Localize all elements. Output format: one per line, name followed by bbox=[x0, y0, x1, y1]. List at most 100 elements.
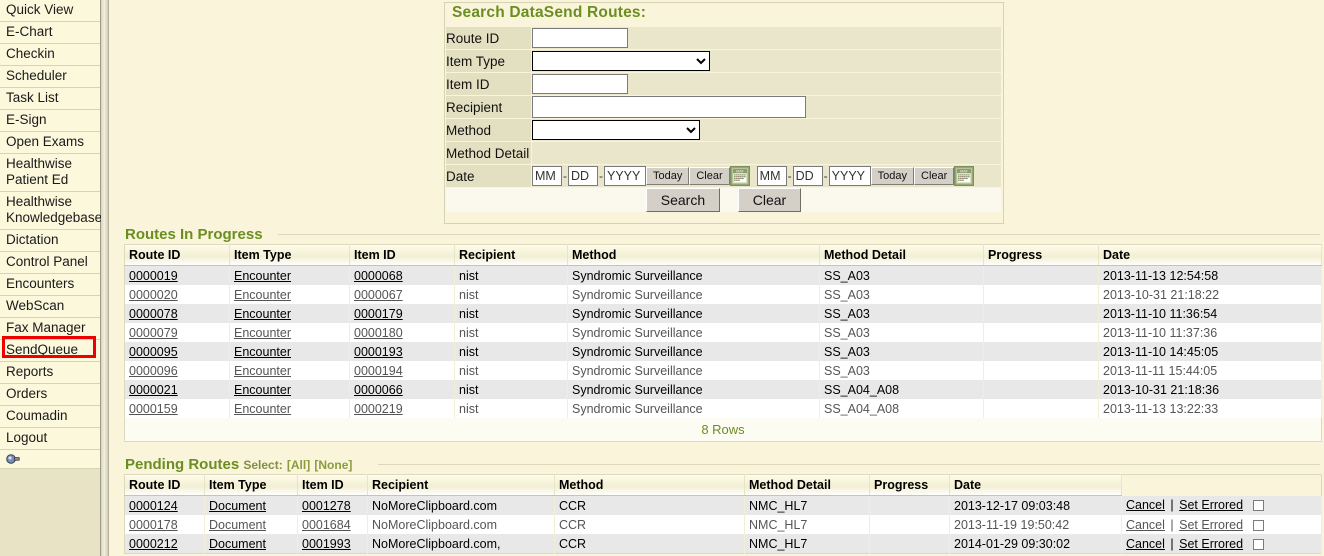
cell-route-id[interactable]: 0000159 bbox=[124, 399, 230, 418]
cell-item-id[interactable]: 0000193 bbox=[349, 342, 455, 361]
sidebar-item-checkin[interactable]: Checkin bbox=[0, 44, 100, 66]
date-to-today-button[interactable]: Today bbox=[870, 167, 915, 185]
cell-route-id[interactable]: 0000178 bbox=[124, 515, 205, 534]
select-none-link[interactable]: [None] bbox=[314, 458, 353, 472]
link-item-id[interactable]: 0001993 bbox=[302, 536, 351, 551]
link-item-type[interactable]: Encounter bbox=[234, 306, 291, 321]
cell-item-type[interactable]: Encounter bbox=[229, 265, 350, 285]
cell-item-id[interactable]: 0000219 bbox=[349, 399, 455, 418]
sidebar-item-sendqueue[interactable]: SendQueue bbox=[0, 340, 100, 362]
cell-item-type[interactable]: Encounter bbox=[229, 304, 350, 323]
row-select-checkbox[interactable] bbox=[1253, 519, 1265, 531]
date-from-day-input[interactable] bbox=[568, 166, 598, 186]
cell-item-id[interactable]: 0000066 bbox=[349, 380, 455, 399]
item-id-input[interactable] bbox=[532, 74, 628, 94]
link-route-id[interactable]: 0000096 bbox=[129, 363, 178, 378]
link-item-id[interactable]: 0001278 bbox=[302, 498, 351, 513]
cell-route-id[interactable]: 0000096 bbox=[124, 361, 230, 380]
set-errored-link[interactable]: Set Errored bbox=[1179, 536, 1244, 551]
sidebar-item-scheduler[interactable]: Scheduler bbox=[0, 66, 100, 88]
link-route-id[interactable]: 0000159 bbox=[129, 401, 178, 416]
cell-route-id[interactable]: 0000079 bbox=[124, 323, 230, 342]
link-item-type[interactable]: Encounter bbox=[234, 363, 291, 378]
link-item-id[interactable]: 0000068 bbox=[354, 268, 403, 283]
sidebar-item-encounters[interactable]: Encounters bbox=[0, 274, 100, 296]
sidebar-item-control-panel[interactable]: Control Panel bbox=[0, 252, 100, 274]
link-route-id[interactable]: 0000019 bbox=[129, 268, 178, 283]
link-item-id[interactable]: 0000066 bbox=[354, 382, 403, 397]
cell-route-id[interactable]: 0000078 bbox=[124, 304, 230, 323]
sidebar-item-dictation[interactable]: Dictation bbox=[0, 230, 100, 252]
cell-item-type[interactable]: Encounter bbox=[229, 361, 350, 380]
date-to-year-input[interactable] bbox=[828, 166, 871, 186]
link-route-id[interactable]: 0000178 bbox=[129, 517, 178, 532]
link-item-id[interactable]: 0000219 bbox=[354, 401, 403, 416]
sidebar-item-e-chart[interactable]: E-Chart bbox=[0, 22, 100, 44]
cell-item-type[interactable]: Encounter bbox=[229, 323, 350, 342]
item-type-select[interactable] bbox=[532, 51, 710, 71]
link-item-type[interactable]: Encounter bbox=[234, 344, 291, 359]
link-item-type[interactable]: Encounter bbox=[234, 287, 291, 302]
link-item-id[interactable]: 0000194 bbox=[354, 363, 403, 378]
cell-route-id[interactable]: 0000095 bbox=[124, 342, 230, 361]
cell-route-id[interactable]: 0000019 bbox=[124, 265, 230, 285]
cell-item-id[interactable]: 0001993 bbox=[297, 534, 368, 554]
cell-item-id[interactable]: 0000180 bbox=[349, 323, 455, 342]
plug-icon[interactable] bbox=[0, 450, 100, 469]
date-from-month-input[interactable] bbox=[532, 166, 562, 186]
cancel-link[interactable]: Cancel bbox=[1126, 536, 1165, 551]
link-route-id[interactable]: 0000124 bbox=[129, 498, 178, 513]
link-route-id[interactable]: 0000095 bbox=[129, 344, 178, 359]
sidebar-item-task-list[interactable]: Task List bbox=[0, 88, 100, 110]
cancel-link[interactable]: Cancel bbox=[1126, 517, 1165, 532]
date-from-today-button[interactable]: Today bbox=[646, 167, 690, 185]
link-route-id[interactable]: 0000079 bbox=[129, 325, 178, 340]
sidebar-item-coumadin[interactable]: Coumadin bbox=[0, 406, 100, 428]
cell-item-type[interactable]: Document bbox=[204, 515, 298, 534]
date-from-clear-button[interactable]: Clear bbox=[689, 167, 730, 185]
cell-item-id[interactable]: 0001278 bbox=[297, 495, 368, 515]
sidebar-item-e-sign[interactable]: E-Sign bbox=[0, 110, 100, 132]
cell-item-id[interactable]: 0000068 bbox=[349, 265, 455, 285]
cell-route-id[interactable]: 0000020 bbox=[124, 285, 230, 304]
cell-item-type[interactable]: Encounter bbox=[229, 342, 350, 361]
link-item-id[interactable]: 0000179 bbox=[354, 306, 403, 321]
link-route-id[interactable]: 0000212 bbox=[129, 536, 178, 551]
link-item-type[interactable]: Encounter bbox=[234, 268, 291, 283]
sidebar-item-orders[interactable]: Orders bbox=[0, 384, 100, 406]
set-errored-link[interactable]: Set Errored bbox=[1179, 517, 1244, 532]
date-from-year-input[interactable] bbox=[604, 166, 646, 186]
cell-item-id[interactable]: 0000179 bbox=[349, 304, 455, 323]
date-from-calendar-icon[interactable]: MAY bbox=[729, 166, 750, 186]
recipient-textarea[interactable] bbox=[532, 96, 806, 118]
cell-route-id[interactable]: 0000212 bbox=[124, 534, 205, 554]
method-select[interactable] bbox=[532, 120, 700, 140]
select-all-link[interactable]: [All] bbox=[286, 458, 311, 472]
cell-route-id[interactable]: 0000124 bbox=[124, 495, 205, 515]
link-item-type[interactable]: Document bbox=[209, 498, 266, 513]
link-item-id[interactable]: 0000193 bbox=[354, 344, 403, 359]
cell-item-type[interactable]: Document bbox=[204, 534, 298, 554]
sidebar-item-reports[interactable]: Reports bbox=[0, 362, 100, 384]
link-item-id[interactable]: 0000067 bbox=[354, 287, 403, 302]
link-route-id[interactable]: 0000020 bbox=[129, 287, 178, 302]
route-id-input[interactable] bbox=[532, 28, 628, 48]
sidebar-item-webscan[interactable]: WebScan bbox=[0, 296, 100, 318]
link-route-id[interactable]: 0000078 bbox=[129, 306, 178, 321]
sidebar-item-healthwise-knowledgebase[interactable]: Healthwise Knowledgebase bbox=[0, 192, 102, 230]
cell-route-id[interactable]: 0000021 bbox=[124, 380, 230, 399]
sidebar-item-open-exams[interactable]: Open Exams bbox=[0, 132, 100, 154]
link-route-id[interactable]: 0000021 bbox=[129, 382, 178, 397]
cell-item-type[interactable]: Encounter bbox=[229, 399, 350, 418]
sidebar-item-healthwise-patient-ed[interactable]: Healthwise Patient Ed bbox=[0, 154, 100, 192]
set-errored-link[interactable]: Set Errored bbox=[1179, 498, 1244, 513]
search-button[interactable]: Search bbox=[645, 188, 721, 212]
link-item-id[interactable]: 0000180 bbox=[354, 325, 403, 340]
row-select-checkbox[interactable] bbox=[1253, 538, 1265, 550]
sidebar-item-fax-manager[interactable]: Fax Manager bbox=[0, 318, 100, 340]
link-item-type[interactable]: Encounter bbox=[234, 325, 291, 340]
cell-item-id[interactable]: 0000194 bbox=[349, 361, 455, 380]
link-item-type[interactable]: Document bbox=[209, 536, 266, 551]
cancel-link[interactable]: Cancel bbox=[1126, 498, 1165, 513]
sidebar-item-quick-view[interactable]: Quick View bbox=[0, 0, 100, 22]
